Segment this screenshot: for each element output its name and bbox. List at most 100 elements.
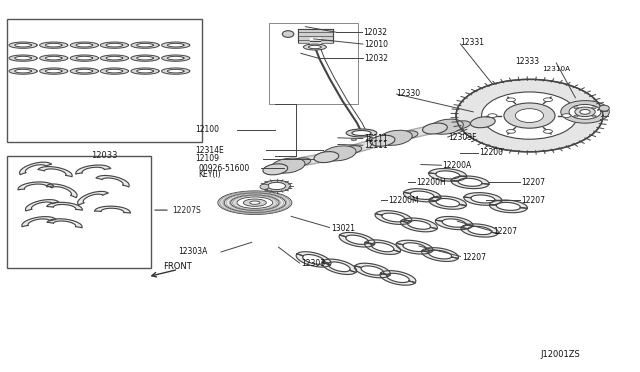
Text: 12207: 12207: [521, 178, 545, 187]
Polygon shape: [404, 189, 441, 198]
Ellipse shape: [543, 98, 552, 102]
Ellipse shape: [451, 121, 470, 129]
Text: FRONT: FRONT: [164, 262, 192, 271]
Polygon shape: [429, 173, 467, 181]
Ellipse shape: [561, 100, 609, 123]
Ellipse shape: [506, 98, 515, 102]
Ellipse shape: [352, 131, 371, 135]
Text: J12001ZS: J12001ZS: [540, 350, 580, 359]
Polygon shape: [396, 243, 433, 254]
Polygon shape: [162, 68, 189, 74]
Polygon shape: [435, 220, 472, 230]
Text: 12303A: 12303A: [178, 247, 207, 256]
Polygon shape: [429, 196, 467, 206]
Ellipse shape: [481, 92, 577, 139]
Ellipse shape: [580, 109, 590, 114]
Text: 12310A: 12310A: [542, 66, 570, 72]
Ellipse shape: [262, 180, 291, 192]
Polygon shape: [464, 197, 502, 205]
Text: 12032: 12032: [363, 28, 387, 37]
Polygon shape: [40, 42, 68, 48]
Polygon shape: [70, 42, 99, 48]
Polygon shape: [436, 217, 473, 226]
Bar: [7, 19, 202, 141]
Text: 12207: 12207: [521, 196, 545, 205]
Ellipse shape: [575, 107, 595, 116]
Text: 12314E: 12314E: [195, 145, 224, 154]
Text: 12200A: 12200A: [443, 161, 472, 170]
Ellipse shape: [263, 164, 288, 175]
Polygon shape: [365, 240, 401, 252]
Ellipse shape: [271, 158, 305, 173]
Ellipse shape: [243, 199, 266, 206]
Polygon shape: [70, 68, 99, 74]
Bar: [269, 23, 358, 105]
Polygon shape: [18, 182, 53, 190]
Polygon shape: [403, 192, 441, 202]
Circle shape: [260, 184, 269, 189]
Text: 1E111: 1E111: [364, 134, 388, 143]
Polygon shape: [77, 192, 108, 205]
Ellipse shape: [543, 129, 552, 133]
Ellipse shape: [308, 45, 321, 49]
Polygon shape: [162, 55, 189, 61]
Polygon shape: [429, 169, 467, 177]
Ellipse shape: [592, 115, 596, 117]
Polygon shape: [490, 200, 527, 208]
Polygon shape: [9, 55, 37, 61]
Polygon shape: [9, 68, 37, 74]
Ellipse shape: [346, 129, 377, 137]
Polygon shape: [376, 211, 412, 221]
Ellipse shape: [291, 158, 310, 166]
Polygon shape: [76, 165, 111, 174]
Text: 12010: 12010: [364, 39, 388, 49]
Polygon shape: [297, 252, 331, 265]
Ellipse shape: [370, 135, 395, 146]
Polygon shape: [401, 221, 437, 232]
Polygon shape: [422, 251, 458, 262]
Polygon shape: [490, 205, 527, 213]
Text: 12200: 12200: [479, 148, 504, 157]
Text: 12200M: 12200M: [388, 196, 419, 205]
Polygon shape: [461, 228, 498, 237]
Ellipse shape: [504, 103, 555, 128]
Polygon shape: [381, 271, 416, 283]
Polygon shape: [47, 184, 77, 198]
Polygon shape: [131, 42, 159, 48]
Circle shape: [599, 105, 609, 111]
Polygon shape: [70, 55, 99, 61]
Text: 12333: 12333: [515, 57, 539, 66]
Bar: [7, 156, 151, 267]
Ellipse shape: [573, 115, 578, 117]
Polygon shape: [95, 206, 131, 213]
Polygon shape: [100, 55, 129, 61]
Text: 12303: 12303: [301, 259, 325, 268]
Text: 12033: 12033: [92, 151, 118, 160]
Polygon shape: [26, 200, 58, 211]
Polygon shape: [20, 162, 51, 174]
Text: KEY(I): KEY(I): [198, 170, 221, 179]
Polygon shape: [100, 68, 129, 74]
Circle shape: [282, 31, 294, 37]
Polygon shape: [47, 219, 82, 228]
Polygon shape: [375, 214, 412, 224]
Polygon shape: [401, 218, 437, 229]
Polygon shape: [131, 55, 159, 61]
Polygon shape: [323, 259, 356, 272]
Ellipse shape: [488, 114, 497, 118]
Text: 12032: 12032: [364, 54, 388, 62]
Text: 13021: 13021: [331, 224, 355, 233]
Ellipse shape: [224, 193, 285, 212]
Text: 12100: 12100: [195, 125, 220, 134]
Polygon shape: [355, 263, 390, 275]
Ellipse shape: [218, 191, 292, 215]
Text: 12330: 12330: [397, 89, 420, 98]
Polygon shape: [22, 217, 56, 227]
Polygon shape: [162, 42, 189, 48]
Text: 12207: 12207: [493, 227, 518, 237]
Polygon shape: [365, 243, 400, 254]
Polygon shape: [461, 224, 499, 233]
Polygon shape: [9, 42, 37, 48]
Polygon shape: [47, 202, 83, 210]
Ellipse shape: [456, 79, 603, 152]
